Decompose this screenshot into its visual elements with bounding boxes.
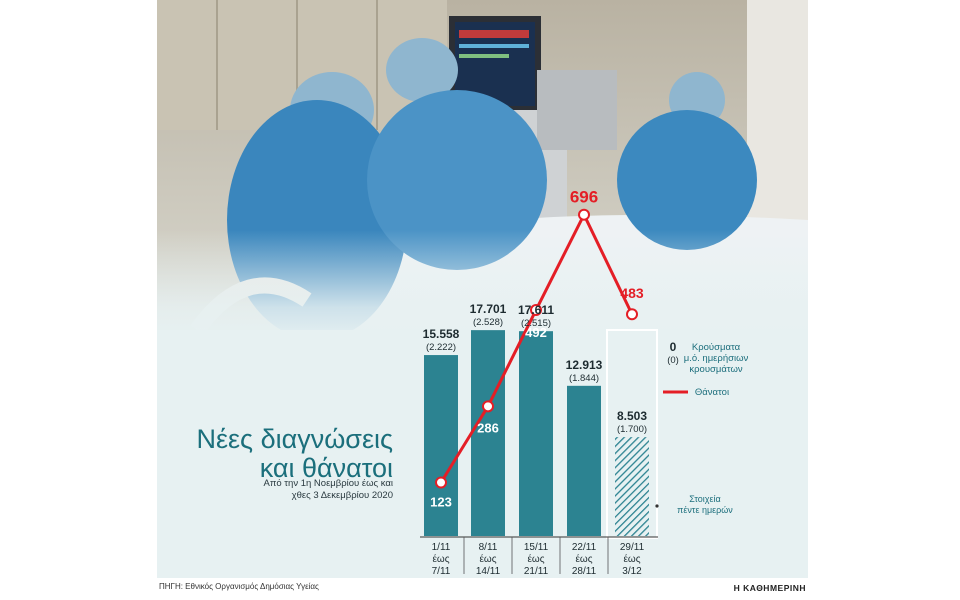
deaths-point-5 [626,308,638,321]
cases-bar-1 [424,355,458,536]
deaths-label-2: 286 [477,420,499,435]
avg-label-1: (2.222) [426,342,456,353]
chart-title-line1: Νέες διαγνώσεις [196,424,393,454]
x-tick-5-3: 3/12 [622,566,642,577]
annotation-dot [655,504,659,508]
x-tick-2-3: 14/11 [476,566,501,577]
legend-cases-label: Κρούσματα [692,342,741,353]
cases-bar-4 [567,385,601,536]
photo-fade [157,230,808,340]
legend-avg-label-1: μ.ό. ημερήσιων [684,353,749,364]
cases-label-1: 15.558 [423,327,460,341]
deaths-point-4 [578,208,590,221]
subtitle-line1: Από την 1η Νοεμβρίου έως και [263,478,393,489]
x-tick-4-1: 22/11 [572,542,597,553]
x-tick-5-1: 29/11 [620,542,645,553]
cases-bar-2 [471,330,505,536]
avg-label-2: (2.528) [473,317,503,328]
legend-cases-marker: 0 [670,340,677,354]
avg-label-3: (2.515) [521,318,551,329]
avg-label-4: (1.844) [569,373,599,384]
x-tick-3-1: 15/11 [524,542,549,553]
infographic-panel [157,0,808,578]
x-tick-1-3: 7/11 [432,566,451,577]
x-tick-2-1: 8/11 [479,542,498,553]
source-note: ΠΗΓΗ: Εθνικός Οργανισμός Δημόσιας Υγείας [159,582,319,591]
x-tick-4-3: 28/11 [572,566,597,577]
x-tick-3-2: έως [527,553,544,565]
cases-label-3: 17.611 [518,303,554,317]
deaths-point-1 [435,476,447,489]
legend-avg-marker: (0) [667,355,679,366]
x-tick-4-2: έως [575,553,592,565]
deaths-label-4: 696 [570,188,598,207]
deaths-label-3: 492 [525,325,547,340]
deaths-label-5: 483 [620,285,644,301]
legend-avg-label-2: κρουσμάτων [689,364,742,375]
deaths-label-1: 123 [430,495,452,510]
annotation-line-2: πέντε ημερών [677,505,733,515]
x-tick-1-1: 1/11 [432,542,451,553]
legend-deaths-label: Θάνατοι [695,387,729,398]
cases-label-4: 12.913 [566,358,603,372]
avg-label-5: (1.700) [617,424,647,435]
brand-logo-text: Η ΚΑΘΗΜΕΡΙΝΗ [733,583,806,593]
deaths-point-2 [482,400,494,413]
cases-label-5: 8.503 [617,409,647,423]
partial-period-frame [606,329,658,539]
x-tick-2-2: έως [479,553,496,565]
cases-bar-5 [615,437,649,536]
cases-label-2: 17.701 [470,302,507,316]
x-tick-5-2: έως [623,553,640,565]
subtitle-line2: χθες 3 Δεκεμβρίου 2020 [291,490,393,501]
x-tick-3-3: 21/11 [524,566,549,577]
deaths-point-3 [530,304,542,317]
cases-bar-3 [519,331,553,536]
annotation-line-1: Στοιχεία [689,494,721,504]
x-tick-1-2: έως [432,553,449,565]
chart-title-line2: και θάνατοι [259,453,393,483]
